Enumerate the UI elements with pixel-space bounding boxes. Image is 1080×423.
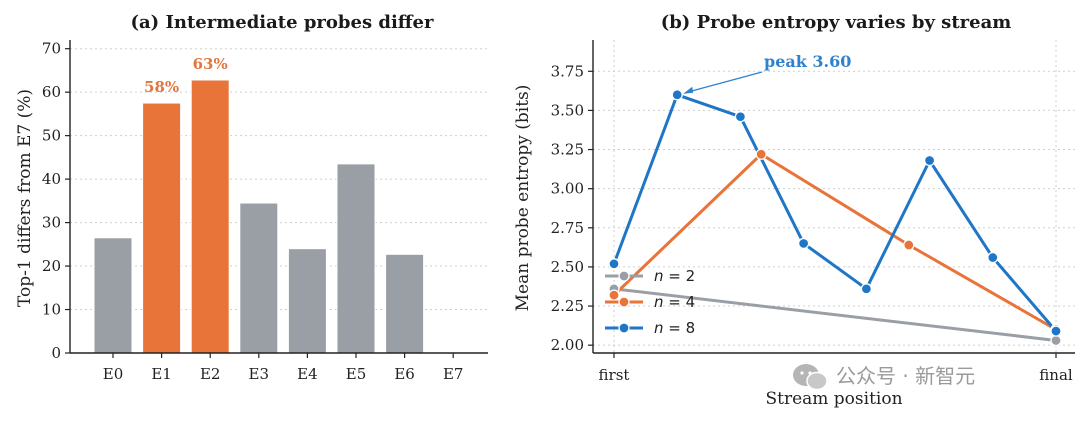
- line-x-tick-label: first: [599, 366, 630, 384]
- watermark: 公众号 · 新智元: [793, 364, 975, 391]
- bar-chart-panel: (a) Intermediate probes differ 58% 63% 0 1…: [15, 12, 488, 383]
- bar-data-label: 63%: [193, 55, 228, 73]
- bar-chart-title: (a) Intermediate probes differ: [131, 12, 435, 33]
- bar-x-tick-label: E6: [394, 365, 415, 383]
- line-y-tick-label: 2.75: [551, 219, 584, 237]
- data-point: [860, 283, 873, 295]
- bar-y-tick-label: 10: [42, 301, 61, 319]
- series-line-n2: [613, 287, 1057, 342]
- legend-label: n = 2: [654, 267, 695, 285]
- data-point: [903, 239, 915, 251]
- bar-y-axis-label: Top-1 differs from E7 (%): [15, 89, 35, 307]
- bar-y-tick-label: 40: [42, 170, 61, 188]
- bar-e2: [190, 79, 230, 354]
- data-point: [608, 289, 620, 301]
- data-point: [1050, 325, 1062, 337]
- line-x-axis-label: Stream position: [765, 389, 902, 409]
- bar-x-tick-label: E1: [151, 365, 172, 383]
- bar-y-tick-label: 30: [42, 214, 61, 232]
- data-point: [671, 89, 683, 101]
- bar-y-tick-label: 20: [42, 257, 61, 275]
- bar-y-tick-label: 0: [51, 344, 61, 362]
- annotation-arrow: [685, 71, 763, 94]
- line-x-tick-label: final: [1039, 366, 1073, 384]
- bar-x-tick-label: E0: [103, 365, 124, 383]
- bar-y-tick-label: 70: [42, 40, 61, 58]
- legend-swatch-marker: [618, 270, 630, 282]
- data-point: [734, 111, 747, 123]
- line-y-tick-label: 3.25: [551, 141, 584, 159]
- legend-swatch-marker: [618, 322, 630, 334]
- data-point: [1050, 334, 1062, 347]
- legend: n = 2 n = 4 n = 8: [605, 267, 695, 337]
- bar-e1: [142, 102, 182, 354]
- bar-e3: [239, 202, 279, 354]
- legend-label: n = 8: [654, 319, 695, 337]
- bar-e0: [93, 237, 133, 354]
- line-chart-title: (b) Probe entropy varies by stream: [661, 12, 1012, 33]
- line-y-tick-label: 2.25: [551, 297, 584, 315]
- line-chart-panel: (b) Probe entropy varies by stream 2.00 2…: [513, 12, 1075, 409]
- bar-e6: [385, 253, 425, 354]
- bar-x-tick-label: E5: [346, 365, 367, 383]
- bar-x-tick-label: E4: [297, 365, 318, 383]
- legend-label: n = 4: [654, 293, 695, 311]
- bar-e4: [287, 248, 327, 354]
- line-y-tick-label: 3.50: [551, 101, 584, 119]
- data-point: [608, 258, 620, 270]
- watermark-text: 公众号 · 新智元: [836, 364, 975, 388]
- data-point: [923, 154, 936, 167]
- wechat-logo-icon: [793, 364, 828, 391]
- line-y-tick-label: 2.50: [551, 258, 584, 276]
- bar-x-tick-label: E3: [249, 365, 270, 383]
- legend-swatch-marker: [618, 296, 630, 308]
- series-line-n4: [612, 152, 1057, 331]
- line-y-axis-label: Mean probe entropy (bits): [513, 85, 533, 312]
- line-y-tick-label: 3.00: [551, 180, 584, 198]
- arrowhead-icon: [683, 86, 694, 94]
- bar-data-label: 58%: [144, 78, 179, 96]
- data-point: [797, 237, 810, 250]
- bar-e5: [336, 163, 376, 354]
- bar-x-tick-label: E2: [200, 365, 221, 383]
- line-y-tick-label: 3.75: [551, 62, 584, 80]
- annotation-text: peak 3.60: [764, 52, 851, 71]
- data-point: [755, 148, 767, 160]
- bar-x-tick-label: E7: [443, 365, 464, 383]
- line-y-tick-label: 2.00: [551, 336, 584, 354]
- bar-y-tick-label: 60: [42, 83, 61, 101]
- data-point: [987, 251, 999, 264]
- bar-y-tick-label: 50: [42, 127, 61, 145]
- series-line-n8: [612, 93, 1058, 333]
